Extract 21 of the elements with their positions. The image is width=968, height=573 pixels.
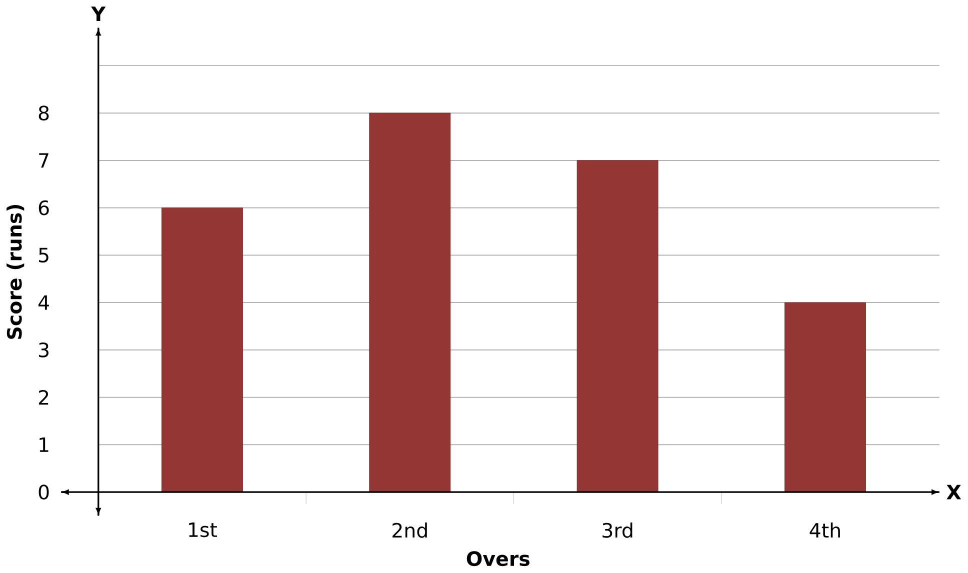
y-axis-title: Score (runs) [6, 205, 24, 340]
y-tick-label: 4 [38, 296, 49, 310]
y-tick-label: 6 [38, 200, 49, 216]
x-axis-title: Overs [466, 551, 530, 566]
y-tick-label: 8 [38, 106, 49, 121]
bar [576, 160, 658, 492]
text: X [946, 485, 962, 500]
y-tick-label: 5 [39, 248, 48, 263]
x-tick-label: 3rd [602, 522, 632, 538]
y-tick-label: 3 [39, 342, 48, 358]
y-tick-label: 7 [39, 153, 48, 168]
y-tick-label: 2 [38, 390, 48, 405]
y-tick-label: 0 [38, 484, 49, 500]
bar [369, 112, 451, 492]
x-tick-label: 1st [189, 522, 218, 538]
x-tick-label: 2nd [392, 522, 427, 538]
text: Y [91, 6, 106, 22]
bar [784, 302, 866, 492]
x-tick-label: 4th [810, 522, 840, 538]
y-tick-label: 1 [40, 438, 48, 452]
bar [162, 208, 243, 492]
